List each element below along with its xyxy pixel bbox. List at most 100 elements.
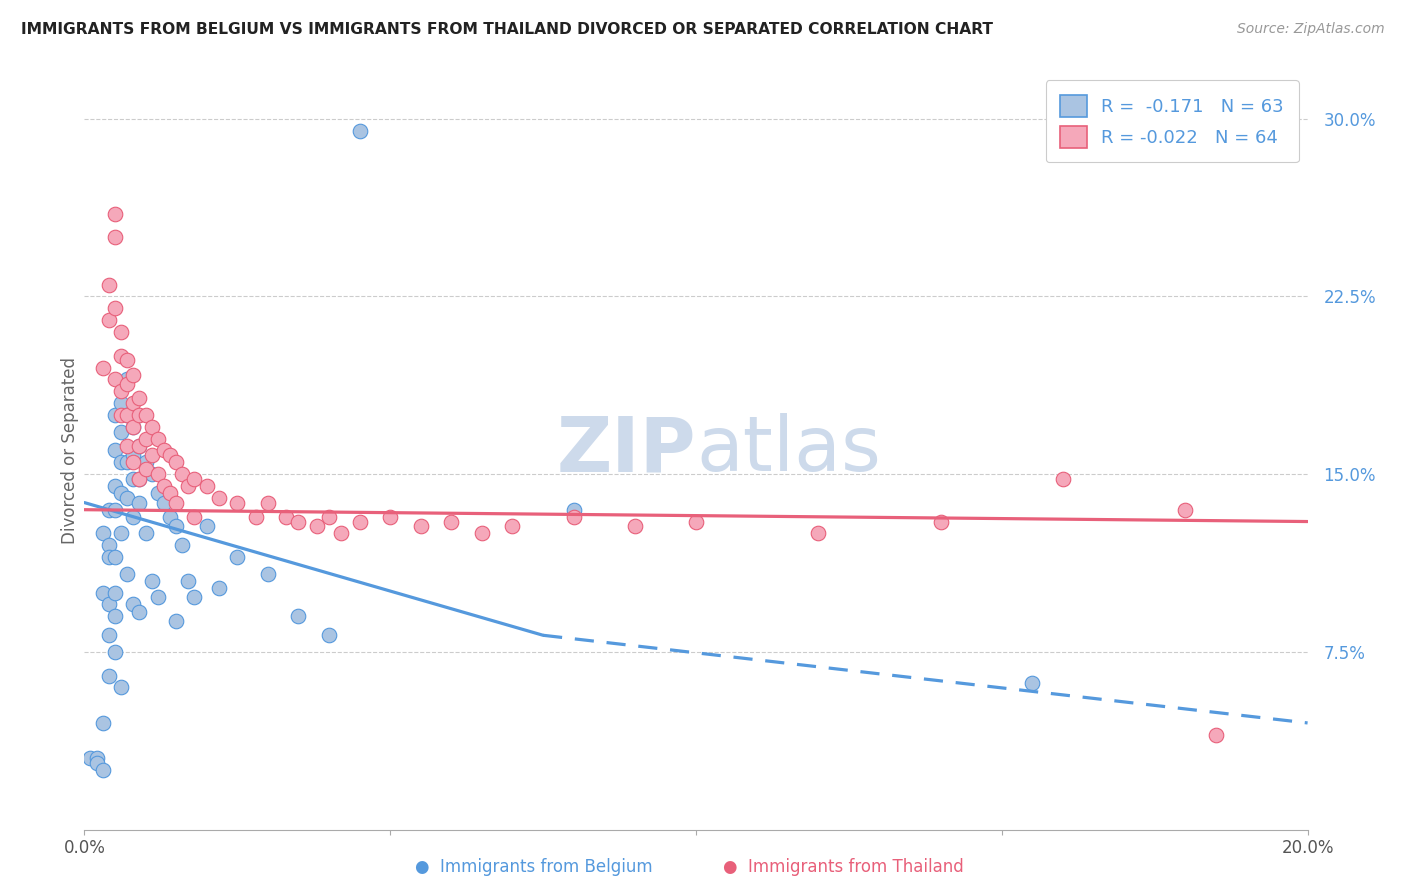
Point <box>562 509 585 524</box>
Point <box>1021 675 1043 690</box>
Point <box>104 443 127 458</box>
Point <box>440 515 463 529</box>
Point <box>159 486 181 500</box>
Point <box>110 526 132 541</box>
Point <box>122 448 145 462</box>
Point <box>146 432 169 446</box>
Point <box>110 325 132 339</box>
Point <box>257 566 280 581</box>
Point <box>1174 502 1197 516</box>
Point <box>208 491 231 505</box>
Point <box>165 455 187 469</box>
Point <box>104 609 127 624</box>
Point <box>141 419 163 434</box>
Point <box>141 574 163 588</box>
Point <box>195 519 218 533</box>
Point <box>86 751 108 765</box>
Text: ●  Immigrants from Belgium: ● Immigrants from Belgium <box>415 858 654 876</box>
Point <box>165 519 187 533</box>
Point <box>79 751 101 765</box>
Point <box>104 301 127 316</box>
Point <box>257 495 280 509</box>
Point <box>97 598 120 612</box>
Point <box>110 681 132 695</box>
Point <box>122 419 145 434</box>
Point <box>159 509 181 524</box>
Point <box>195 479 218 493</box>
Point <box>172 467 194 482</box>
Point <box>110 486 132 500</box>
Point <box>104 230 127 244</box>
Legend: R =  -0.171   N = 63, R = -0.022   N = 64: R = -0.171 N = 63, R = -0.022 N = 64 <box>1046 80 1299 162</box>
Point <box>153 443 176 458</box>
Point <box>135 526 157 541</box>
Point <box>287 609 309 624</box>
Point <box>318 509 340 524</box>
Point <box>135 408 157 422</box>
Point <box>115 566 138 581</box>
Point <box>97 538 120 552</box>
Point <box>159 448 181 462</box>
Point <box>165 614 187 628</box>
Point <box>115 377 138 392</box>
Y-axis label: Divorced or Separated: Divorced or Separated <box>62 357 80 544</box>
Point <box>153 495 176 509</box>
Point <box>141 448 163 462</box>
Point <box>115 372 138 386</box>
Point <box>183 509 205 524</box>
Point <box>104 585 127 599</box>
Point <box>110 349 132 363</box>
Point <box>807 526 830 541</box>
Text: Source: ZipAtlas.com: Source: ZipAtlas.com <box>1237 22 1385 37</box>
Point <box>122 598 145 612</box>
Point <box>97 313 120 327</box>
Point <box>110 425 132 439</box>
Point <box>91 526 114 541</box>
Point <box>97 668 120 682</box>
Point <box>226 550 249 565</box>
Point <box>97 277 120 292</box>
Point <box>380 509 402 524</box>
Point <box>165 495 187 509</box>
Point <box>471 526 494 541</box>
Point <box>929 515 952 529</box>
Point <box>122 368 145 382</box>
Point <box>146 486 169 500</box>
Point <box>122 455 145 469</box>
Point <box>97 628 120 642</box>
Point <box>1052 472 1074 486</box>
Point <box>172 538 194 552</box>
Point <box>330 526 353 541</box>
Point <box>104 372 127 386</box>
Point <box>110 408 132 422</box>
Point <box>110 384 132 399</box>
Text: ●  Immigrants from Thailand: ● Immigrants from Thailand <box>723 858 965 876</box>
Point <box>110 455 132 469</box>
Point <box>128 392 150 406</box>
Point <box>104 408 127 422</box>
Point <box>685 515 707 529</box>
Point <box>226 495 249 509</box>
Point <box>141 467 163 482</box>
Point <box>562 502 585 516</box>
Point <box>128 605 150 619</box>
Point <box>349 123 371 137</box>
Point <box>305 519 328 533</box>
Point <box>135 462 157 476</box>
Point <box>318 628 340 642</box>
Point <box>135 455 157 469</box>
Point <box>122 472 145 486</box>
Point <box>128 472 150 486</box>
Point <box>104 479 127 493</box>
Point <box>115 491 138 505</box>
Text: atlas: atlas <box>696 414 880 487</box>
Point <box>245 509 267 524</box>
Point <box>86 756 108 771</box>
Point <box>122 509 145 524</box>
Point <box>624 519 647 533</box>
Point <box>135 432 157 446</box>
Point <box>91 715 114 730</box>
Point <box>128 472 150 486</box>
Point <box>183 591 205 605</box>
Point <box>287 515 309 529</box>
